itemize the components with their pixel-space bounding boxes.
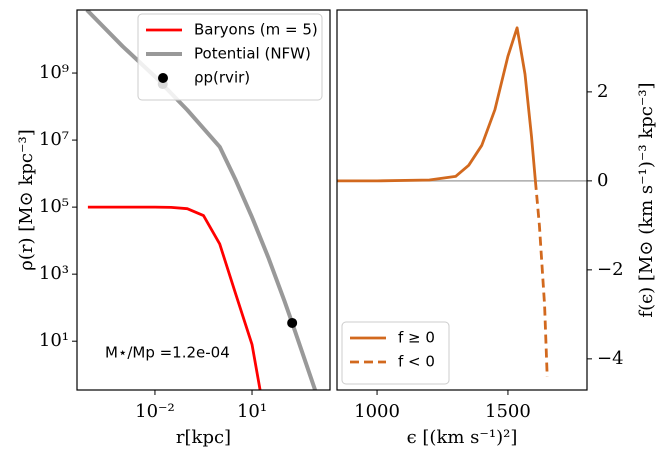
y-tick-label: 10⁵	[39, 196, 69, 217]
axes-frame	[76, 9, 331, 391]
point	[287, 317, 298, 328]
y-tick-label: 0	[597, 170, 608, 191]
legend-box	[137, 13, 323, 101]
x-tick-label: 1500	[485, 401, 531, 422]
line	[534, 180, 549, 377]
y-tick-label: −4	[597, 348, 624, 369]
line	[87, 205, 262, 390]
y-tick-label: 10⁹	[39, 62, 69, 83]
y-tick-label: 10⁷	[39, 129, 69, 150]
y-tick-label: 10¹	[39, 330, 69, 351]
legend-label: ρp(rvir)	[194, 69, 250, 87]
x-tick-label: 10⁻²	[135, 401, 175, 422]
x-tick-label: 10¹	[237, 401, 267, 422]
line	[337, 26, 537, 183]
legend-label: Baryons (m = 5)	[194, 21, 318, 39]
y-tick-label: 10³	[39, 263, 69, 284]
legend-label: f < 0	[398, 353, 435, 371]
annotation: M⋆/Mp =1.2e-04	[105, 344, 230, 362]
legend-label: Potential (NFW)	[194, 45, 311, 63]
legend-marker	[158, 73, 168, 83]
y-axis-label: f(ϵ) [M⊙ (km s⁻¹)⁻³ kpc⁻³]	[636, 82, 657, 317]
x-axis-label: r[kpc]	[176, 427, 231, 448]
y-axis-label: ρ(r) [M⊙ kpc⁻³]	[16, 129, 37, 270]
y-tick-label: 2	[597, 81, 608, 102]
x-axis-label: ϵ [(km s⁻¹)²]	[407, 427, 518, 448]
plot-area	[337, 26, 587, 377]
x-tick-label: 1000	[354, 401, 400, 422]
y-tick-label: −2	[597, 259, 624, 280]
axes-frame	[336, 9, 588, 391]
legend-label: f ≥ 0	[398, 329, 435, 347]
